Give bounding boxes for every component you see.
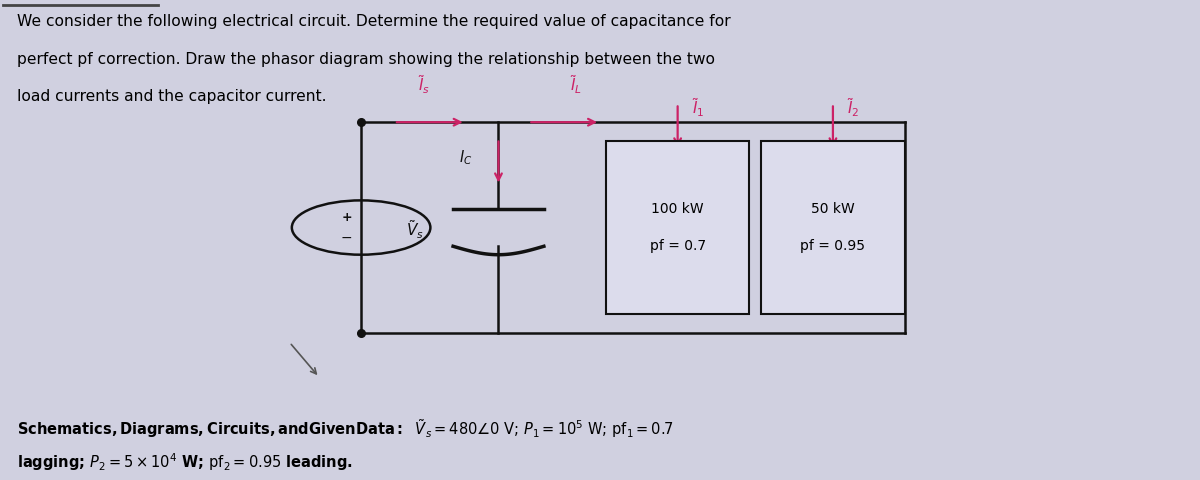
Text: $\tilde{V}_s$: $\tilde{V}_s$ <box>407 218 425 241</box>
Text: $\tilde{I}_2$: $\tilde{I}_2$ <box>847 97 859 120</box>
Text: $\bf{Schematics, Diagrams, Circuits, and Given Data:}$  $\tilde{V}_s = 480\angle: $\bf{Schematics, Diagrams, Circuits, and… <box>17 417 674 440</box>
FancyBboxPatch shape <box>606 141 749 314</box>
Text: lagging; $P_2 = 5 \times 10^4$ W; $\mathrm{pf}_2 = 0.95$ leading.: lagging; $P_2 = 5 \times 10^4$ W; $\math… <box>17 451 353 473</box>
Text: 100 kW: 100 kW <box>652 202 704 216</box>
Text: $I_C$: $I_C$ <box>458 148 472 167</box>
Text: +: + <box>342 211 352 224</box>
Text: $\tilde{I}_1$: $\tilde{I}_1$ <box>692 97 704 120</box>
Text: $\tilde{I}_s$: $\tilde{I}_s$ <box>418 74 430 96</box>
Text: perfect pf correction. Draw the phasor diagram showing the relationship between : perfect pf correction. Draw the phasor d… <box>17 52 715 67</box>
Text: pf = 0.7: pf = 0.7 <box>649 239 706 253</box>
Text: −: − <box>341 231 353 245</box>
FancyBboxPatch shape <box>761 141 905 314</box>
Text: $\tilde{I}_L$: $\tilde{I}_L$ <box>570 74 582 96</box>
Text: 50 kW: 50 kW <box>811 202 854 216</box>
Text: pf = 0.95: pf = 0.95 <box>800 239 865 253</box>
Text: We consider the following electrical circuit. Determine the required value of ca: We consider the following electrical cir… <box>17 14 731 29</box>
Text: load currents and the capacitor current.: load currents and the capacitor current. <box>17 89 326 105</box>
